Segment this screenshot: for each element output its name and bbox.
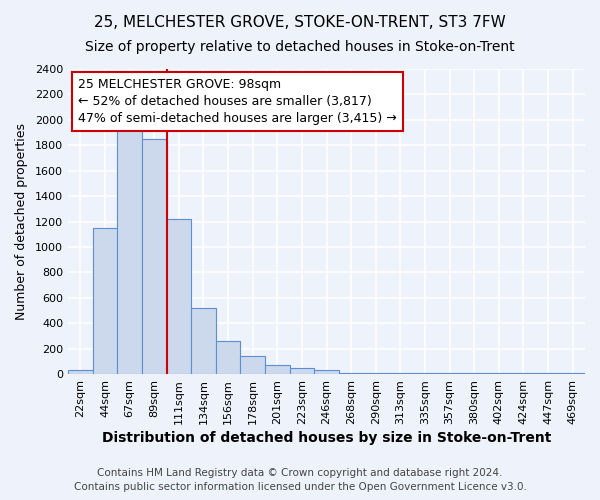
- Text: Size of property relative to detached houses in Stoke-on-Trent: Size of property relative to detached ho…: [85, 40, 515, 54]
- Bar: [290, 368, 314, 374]
- Bar: [167, 219, 191, 374]
- Text: 25, MELCHESTER GROVE, STOKE-ON-TRENT, ST3 7FW: 25, MELCHESTER GROVE, STOKE-ON-TRENT, ST…: [94, 15, 506, 30]
- Bar: [92, 228, 117, 374]
- Text: Contains HM Land Registry data © Crown copyright and database right 2024.
Contai: Contains HM Land Registry data © Crown c…: [74, 468, 526, 492]
- Bar: [339, 373, 364, 374]
- Bar: [117, 126, 142, 374]
- Bar: [216, 341, 241, 374]
- Text: 25 MELCHESTER GROVE: 98sqm
← 52% of detached houses are smaller (3,817)
47% of s: 25 MELCHESTER GROVE: 98sqm ← 52% of deta…: [79, 78, 397, 125]
- Y-axis label: Number of detached properties: Number of detached properties: [15, 123, 28, 320]
- Bar: [241, 356, 265, 374]
- Bar: [142, 139, 167, 374]
- Bar: [191, 308, 216, 374]
- Bar: [68, 370, 92, 374]
- Bar: [265, 364, 290, 374]
- Bar: [314, 370, 339, 374]
- X-axis label: Distribution of detached houses by size in Stoke-on-Trent: Distribution of detached houses by size …: [102, 431, 551, 445]
